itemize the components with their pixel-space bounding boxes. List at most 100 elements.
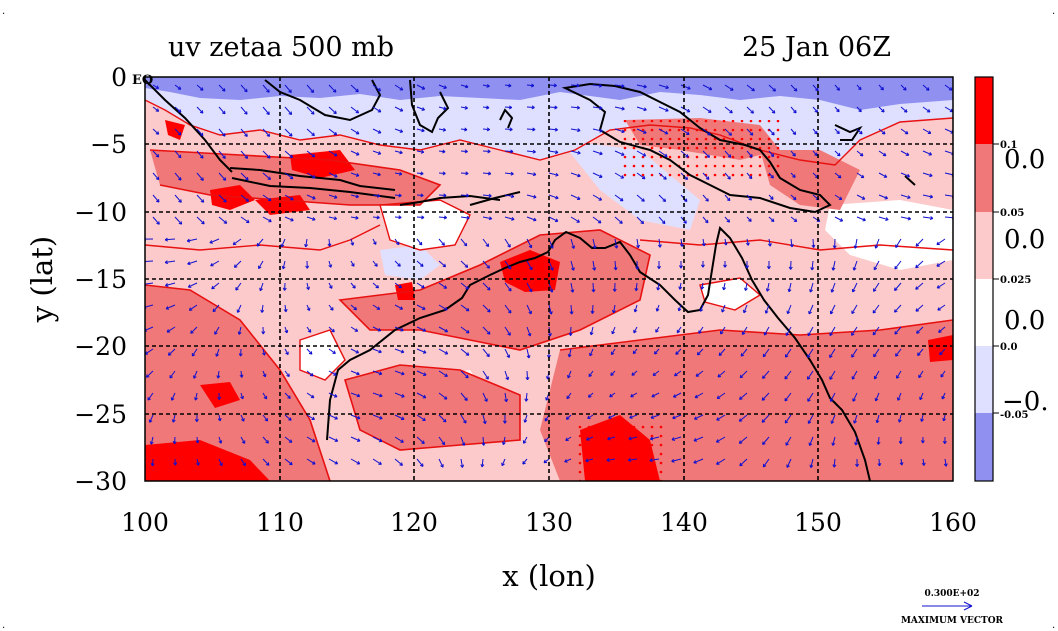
wind-vector — [196, 172, 204, 181]
wind-vector — [592, 194, 602, 201]
wind-vector-head — [565, 416, 570, 420]
y-tick-label: −20 — [74, 332, 127, 361]
wind-vector-head — [377, 193, 381, 198]
wind-vector — [152, 106, 160, 112]
wind-vector — [306, 150, 316, 158]
wind-vector — [261, 304, 264, 313]
wind-vector-head — [485, 376, 489, 380]
wind-vector — [438, 370, 448, 377]
wind-vector-head — [862, 217, 866, 222]
coastline-sumatra — [145, 79, 233, 173]
wind-vector-head — [635, 266, 640, 270]
wind-vector — [676, 326, 682, 334]
wind-vector-head — [643, 107, 647, 112]
contour-line — [145, 99, 953, 166]
wind-vector-head — [356, 393, 361, 398]
wind-vector-head — [333, 372, 337, 376]
wind-vector-head — [172, 440, 177, 445]
wind-vector-head — [443, 106, 447, 111]
wind-vector — [284, 436, 293, 443]
wind-vector — [306, 84, 314, 93]
wind-vector-head — [903, 109, 908, 113]
wind-vector — [482, 260, 490, 269]
wind-vector-head — [815, 87, 819, 92]
wind-vector — [438, 414, 447, 423]
wind-vector-head — [792, 152, 796, 157]
wind-vector-head — [401, 371, 405, 376]
wind-vector — [482, 436, 485, 446]
wind-vector — [394, 282, 402, 289]
wind-vector — [306, 128, 315, 136]
wind-vector-head — [726, 197, 731, 202]
wind-vector-head — [377, 172, 381, 177]
wind-vector-head — [609, 393, 613, 398]
wind-vector-head — [527, 332, 532, 337]
colorbar-swatch — [975, 77, 993, 144]
wind-vector — [743, 304, 748, 313]
wind-vector — [592, 84, 602, 87]
wind-vector — [614, 128, 625, 133]
wind-vector-head — [655, 329, 659, 333]
wind-vector — [172, 414, 176, 423]
wind-vector — [394, 238, 400, 245]
wind-vector-head — [853, 245, 858, 249]
wind-vector-head — [926, 109, 931, 113]
wind-vector — [372, 370, 383, 375]
wind-vector-head — [708, 109, 712, 113]
wind-vector-head — [245, 176, 249, 181]
wind-vector-head — [282, 287, 287, 291]
wind-vector-head — [310, 394, 315, 399]
wind-vector — [790, 106, 797, 114]
wind-vector — [240, 106, 248, 115]
wind-vector — [350, 458, 360, 465]
wind-vector-head — [589, 352, 593, 357]
wind-vector — [526, 216, 537, 221]
wind-vector-head — [421, 215, 425, 220]
wind-vector — [607, 436, 616, 440]
wind-vector-head — [565, 437, 569, 441]
wind-vector-head — [441, 242, 445, 246]
wind-vector-head — [169, 374, 173, 379]
wind-vector — [832, 436, 836, 446]
wind-vector-head — [460, 464, 465, 468]
wind-vector — [394, 326, 404, 332]
wind-vector-head — [730, 87, 734, 91]
colorbar-level-label: 0.1 — [1000, 140, 1017, 151]
wind-vector-head — [200, 155, 204, 159]
wind-vector — [482, 370, 489, 380]
wind-vector-head — [770, 174, 774, 179]
wind-vector — [328, 436, 338, 442]
strong-positive-region — [145, 440, 270, 481]
wind-vector — [145, 304, 154, 308]
wind-vector-head — [281, 265, 286, 270]
wind-vector-head — [792, 131, 797, 135]
wind-vector — [187, 238, 198, 242]
wind-vector — [482, 392, 488, 402]
wind-vector-head — [568, 332, 573, 336]
wind-vector-head — [523, 419, 528, 423]
wind-vector-head — [678, 265, 683, 269]
wind-vector — [636, 106, 647, 111]
wind-vector — [152, 458, 154, 466]
wind-vector — [526, 172, 536, 176]
wind-vector-head — [223, 198, 227, 203]
wind-vector-head — [716, 417, 720, 421]
wind-vector — [438, 150, 446, 153]
wind-vector — [567, 370, 572, 379]
wind-vector — [152, 172, 160, 180]
wind-vector-head — [896, 397, 901, 401]
wind-vector-head — [508, 83, 512, 88]
wind-vector — [548, 172, 559, 176]
wind-vector-head — [194, 397, 198, 401]
wind-vector — [698, 326, 704, 334]
wind-vector — [768, 172, 774, 179]
wind-vector — [146, 370, 154, 378]
wind-vector — [614, 238, 618, 249]
wind-vector — [831, 414, 836, 424]
wind-vector — [328, 458, 338, 465]
wind-vector — [306, 414, 315, 420]
wind-vector — [894, 326, 902, 335]
wind-vector — [588, 370, 594, 377]
wind-vector-head — [235, 287, 239, 291]
